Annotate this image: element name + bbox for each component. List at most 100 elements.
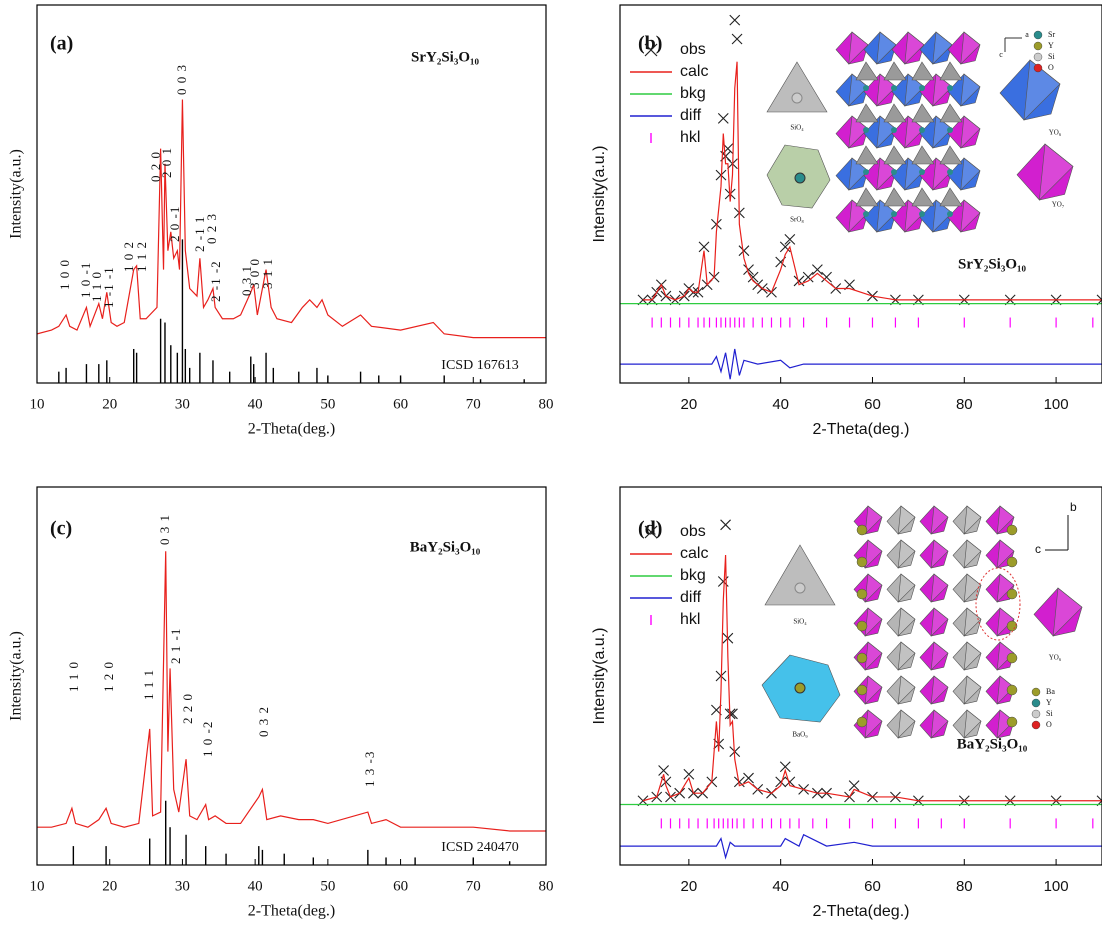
atom: [857, 525, 867, 535]
x-tick-label: 20: [681, 396, 698, 413]
x-tick-label: 10: [30, 396, 45, 412]
figure: 10203040506070802-Theta(deg.)Intensity(a…: [0, 0, 1102, 932]
inset-label: SrO₈: [790, 216, 804, 224]
peak-label: 1 0 -2: [200, 721, 215, 757]
obs-marker: [732, 34, 742, 44]
x-axis-label: 2-Theta(deg.): [813, 421, 910, 438]
peak-label: 1 0 0: [57, 259, 72, 290]
atom: [1007, 589, 1017, 599]
peak-label: 0 2 3: [204, 213, 219, 244]
atom-swatch: [1032, 710, 1040, 718]
atom-swatch: [1032, 688, 1040, 696]
atom: [891, 211, 897, 217]
tetrahedron: [884, 146, 906, 164]
atom: [795, 173, 805, 183]
atom: [1007, 685, 1017, 695]
x-tick-label: 40: [248, 396, 263, 412]
peak-label: 1 2 0: [101, 661, 116, 692]
obs-marker: [699, 242, 709, 252]
plot-area: [37, 100, 546, 384]
atom: [857, 717, 867, 727]
inset-label: SiO₄: [790, 124, 804, 132]
x-tick-label: 80: [539, 878, 554, 894]
legend-label: hkl: [680, 129, 700, 146]
atom: [947, 169, 953, 175]
x-tick-label: 40: [248, 878, 263, 894]
x-tick-label: 40: [772, 396, 789, 413]
legend-label: diff: [680, 589, 702, 606]
y-axis-label: Intensity(a.u.): [591, 628, 608, 725]
x-axis-label: 2-Theta(deg.): [248, 903, 336, 920]
atom: [863, 211, 869, 217]
inset-label: O: [1048, 63, 1054, 72]
atom: [1007, 525, 1017, 535]
obs-marker: [721, 520, 731, 530]
inset-label: YO₇: [1052, 201, 1065, 209]
inset-label: YO₆: [1049, 654, 1062, 662]
atom: [891, 127, 897, 133]
x-tick-label: 20: [681, 878, 698, 895]
inset-label: a: [1025, 30, 1029, 39]
atom: [857, 685, 867, 695]
inset-label: c: [1035, 542, 1041, 556]
x-tick-label: 30: [175, 396, 190, 412]
atom-swatch: [1034, 31, 1042, 39]
tetrahedron: [884, 104, 906, 122]
y-axis-label: Intensity(a.u.): [8, 631, 25, 721]
x-tick-label: 50: [320, 396, 335, 412]
compound-label: SrY₂Si₃O₁₀: [958, 256, 1027, 272]
panel-label: (a): [50, 33, 73, 55]
inset-label: BaO₉: [792, 731, 808, 739]
x-axis-label: 2-Theta(deg.): [248, 421, 336, 438]
peak-label: 1 -1 -1: [101, 266, 116, 308]
x-tick-label: 80: [956, 878, 973, 895]
atom-swatch: [1034, 53, 1042, 61]
tetrahedron: [912, 146, 934, 164]
atom: [795, 683, 805, 693]
data-line: [620, 349, 1102, 379]
tetrahedron: [912, 62, 934, 80]
atom: [792, 93, 802, 103]
x-tick-label: 80: [539, 396, 554, 412]
inset-label: Ba: [1046, 687, 1055, 696]
x-tick-label: 60: [864, 878, 881, 895]
x-axis-label: 2-Theta(deg.): [813, 903, 910, 920]
peak-label: 2 0 1: [159, 147, 174, 178]
atom-swatch: [1034, 42, 1042, 50]
x-tick-label: 20: [102, 878, 117, 894]
atom: [919, 127, 925, 133]
atom: [919, 85, 925, 91]
peak-label: 2 1 -1: [168, 628, 183, 664]
atom: [857, 621, 867, 631]
peak-label: 1 3 -3: [362, 751, 377, 787]
atom: [919, 169, 925, 175]
x-tick-label: 40: [772, 878, 789, 895]
inset-label: b: [1070, 500, 1077, 514]
x-tick-label: 100: [1044, 396, 1069, 413]
inset-label: Y: [1048, 41, 1054, 50]
legend-label: diff: [680, 107, 702, 124]
atom: [857, 557, 867, 567]
compound-label: SrY₂Si₃O₁₀: [411, 49, 480, 65]
peak-label: 3 1 1: [260, 258, 275, 289]
panel-label: (d): [638, 518, 662, 540]
page: {"chart_data": [ {"type": "line", "panel…: [0, 0, 1102, 932]
legend-label: obs: [680, 523, 706, 540]
legend-label: bkg: [680, 85, 706, 102]
legend-label: calc: [680, 63, 708, 80]
tetrahedron: [856, 62, 878, 80]
inset-label: c: [999, 50, 1003, 59]
peak-label: 2 2 0: [180, 693, 195, 724]
tetrahedron: [940, 62, 962, 80]
atom: [919, 211, 925, 217]
obs-marker: [659, 766, 669, 776]
obs-marker: [730, 15, 740, 25]
reference-label: ICSD 167613: [441, 358, 518, 373]
tetrahedron: [856, 104, 878, 122]
y-axis-label: Intensity(a.u.): [591, 146, 608, 243]
x-tick-label: 50: [320, 878, 335, 894]
tetrahedron: [884, 62, 906, 80]
atom: [1007, 557, 1017, 567]
peak-label: 1 1 0: [66, 661, 81, 692]
tetrahedron: [940, 188, 962, 206]
